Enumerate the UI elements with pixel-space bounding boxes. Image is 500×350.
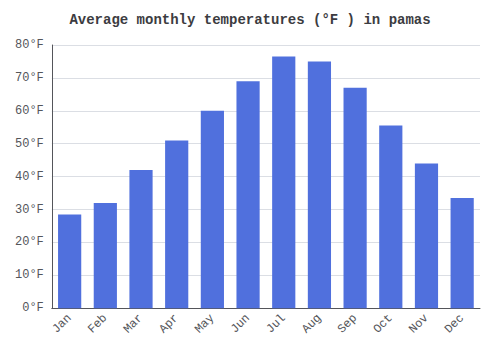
svg-text:50°F: 50°F bbox=[15, 137, 44, 151]
svg-text:Mar: Mar bbox=[121, 311, 146, 336]
svg-text:Dec: Dec bbox=[442, 311, 467, 336]
svg-text:Nov: Nov bbox=[406, 311, 431, 336]
svg-text:Jul: Jul bbox=[264, 311, 289, 336]
svg-text:Sep: Sep bbox=[335, 311, 360, 336]
svg-text:0°F: 0°F bbox=[22, 301, 44, 315]
svg-text:Jun: Jun bbox=[228, 311, 253, 336]
svg-text:Apr: Apr bbox=[156, 311, 181, 336]
svg-text:Jan: Jan bbox=[49, 311, 74, 336]
svg-text:Oct: Oct bbox=[371, 311, 396, 336]
svg-text:Aug: Aug bbox=[299, 311, 324, 336]
svg-text:Average monthly temperatures (: Average monthly temperatures (°F ) in pa… bbox=[69, 12, 430, 28]
svg-text:40°F: 40°F bbox=[15, 170, 44, 184]
svg-text:30°F: 30°F bbox=[15, 203, 44, 217]
svg-text:20°F: 20°F bbox=[15, 235, 44, 249]
svg-text:Feb: Feb bbox=[85, 311, 110, 336]
svg-text:70°F: 70°F bbox=[15, 71, 44, 85]
svg-text:60°F: 60°F bbox=[15, 104, 44, 118]
svg-text:10°F: 10°F bbox=[15, 268, 44, 282]
svg-text:80°F: 80°F bbox=[15, 38, 44, 52]
svg-text:May: May bbox=[192, 311, 217, 336]
